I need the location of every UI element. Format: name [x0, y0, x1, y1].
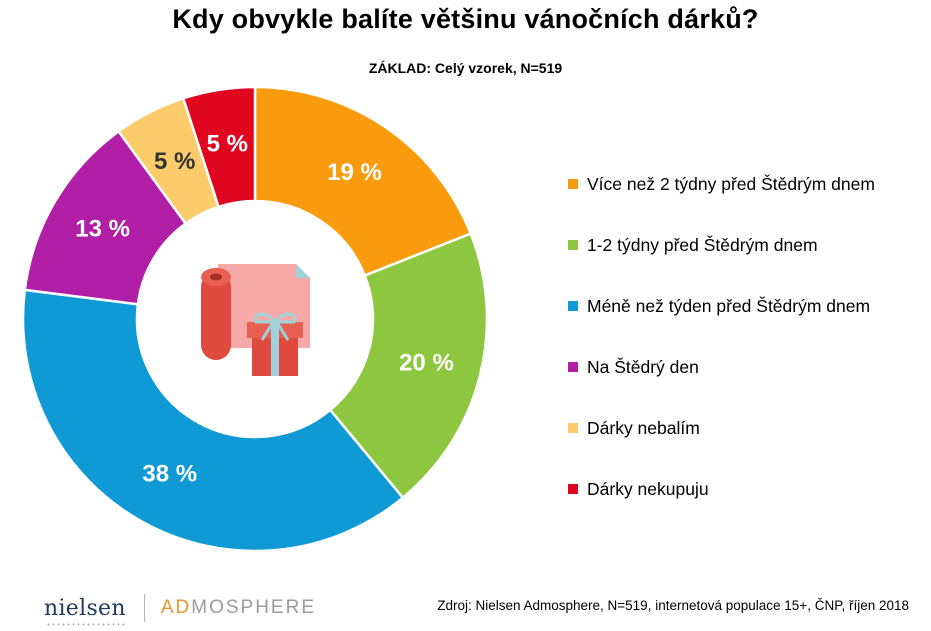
legend-swatch	[568, 362, 578, 372]
legend-item-3: Méně než týden před Štědrým dnem	[568, 294, 870, 318]
legend-item-4: Na Štědrý den	[568, 355, 699, 379]
legend-label: Dárky nekupuju	[587, 478, 709, 499]
source-note: Zdroj: Nielsen Admosphere, N=519, intern…	[437, 598, 909, 613]
nielsen-admosphere-logo: nielsen ADMOSPHERE	[44, 592, 316, 626]
admosphere-logo-mosphere: MOSPHERE	[191, 597, 316, 618]
slice-value-label-3: 38 %	[142, 461, 197, 488]
admosphere-logo-text: ADMOSPHERE	[161, 597, 316, 619]
donut-slice-6	[181, 85, 257, 209]
admosphere-logo-ad: AD	[160, 597, 192, 618]
slice-value-label-2: 20 %	[399, 350, 454, 377]
legend-label: Na Štědrý den	[587, 356, 699, 377]
legend-item-2: 1-2 týdny před Štědrým dnem	[568, 233, 818, 257]
gift-wrapping-icon	[201, 264, 310, 376]
slice-value-label-5: 5 %	[154, 148, 195, 175]
legend-label: Dárky nebalím	[587, 417, 700, 438]
legend-swatch	[568, 423, 578, 433]
slice-value-label-1: 19 %	[327, 159, 382, 186]
slice-value-label-4: 13 %	[75, 215, 130, 242]
nielsen-logo-dots	[46, 622, 126, 626]
chart-title: Kdy obvykle balíte většinu vánočních dár…	[172, 4, 759, 34]
legend-swatch	[568, 179, 578, 189]
donut-value-labels: 19 % 20 % 38 % 13 % 5 % 5 %	[75, 131, 453, 488]
legend-swatch	[568, 301, 578, 311]
legend-label: Méně než týden před Štědrým dnem	[587, 295, 871, 316]
logo-separator	[143, 594, 145, 622]
donut-slices	[21, 85, 489, 553]
legend-item-1: Více než 2 týdny před Štědrým dnem	[568, 172, 875, 196]
legend-label: 1-2 týdny před Štědrým dnem	[587, 234, 818, 255]
legend-item-6: Dárky nekupuju	[568, 477, 709, 501]
nielsen-logo-text: nielsen	[44, 595, 126, 626]
nielsen-wordmark: nielsen	[44, 595, 126, 621]
legend-swatch	[568, 484, 578, 494]
donut-slice-1	[253, 85, 473, 278]
legend-label: Více než 2 týdny před Štědrým dnem	[587, 173, 875, 194]
chart-subtitle: ZÁKLAD: Celý vzorek, N=519	[368, 60, 563, 76]
donut-slice-3	[21, 288, 405, 553]
legend-swatch	[568, 240, 578, 250]
donut-slice-2	[328, 231, 489, 500]
legend-item-5: Dárky nebalím	[568, 416, 700, 440]
slice-value-label-6: 5 %	[207, 131, 248, 158]
